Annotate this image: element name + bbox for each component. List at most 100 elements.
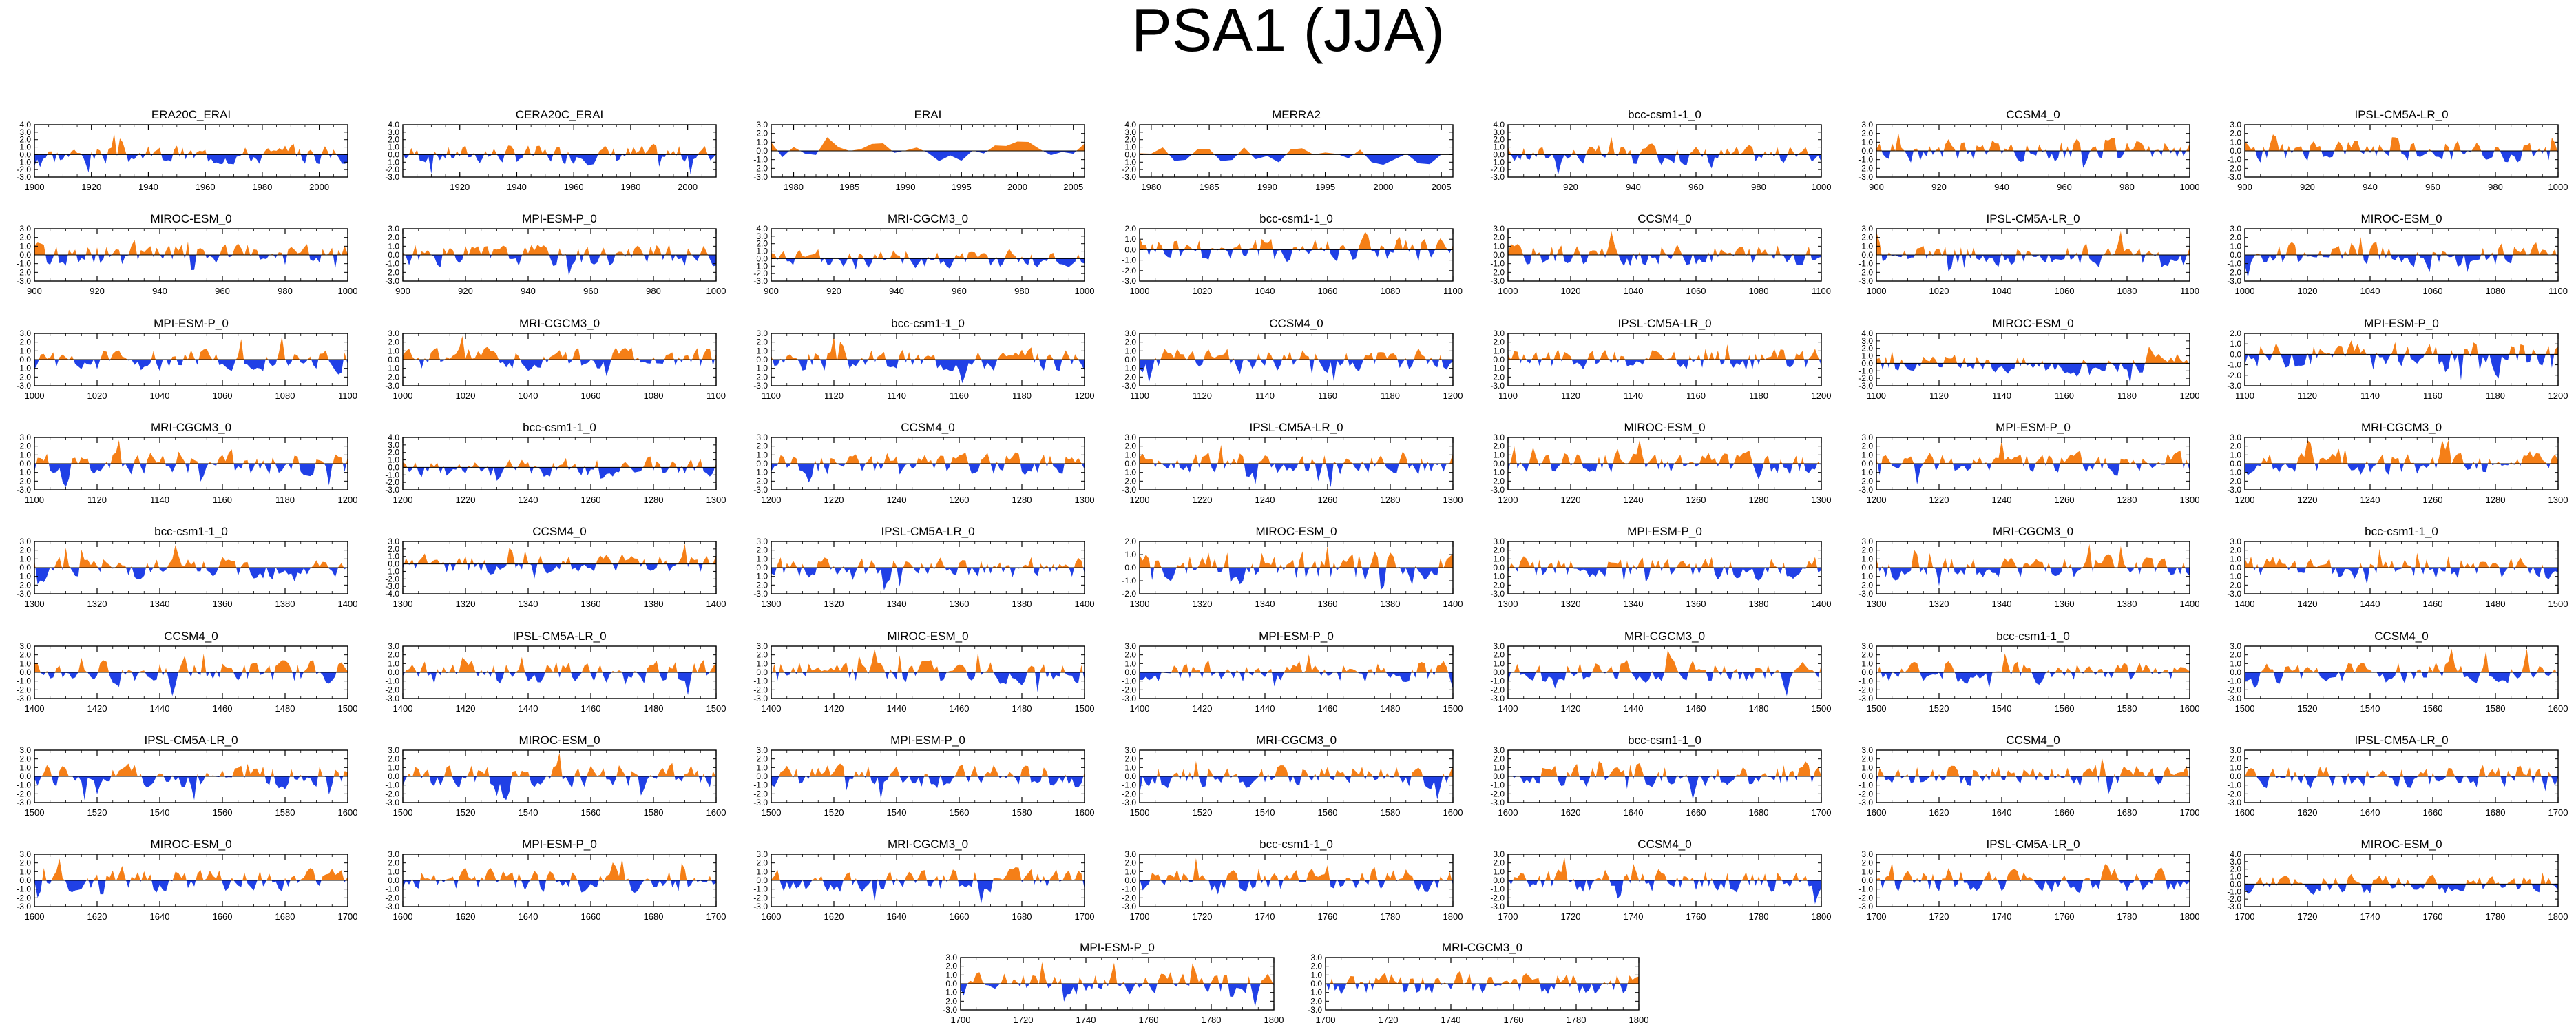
- x-tick-label: 1990: [1257, 182, 1277, 192]
- x-tick-label: 1300: [1075, 495, 1095, 505]
- x-tick-label: 1700: [1130, 911, 1150, 922]
- y-tick-label: 3.0: [19, 537, 31, 546]
- x-tick-label: 1100: [1867, 391, 1886, 401]
- x-tick-label: 1400: [1443, 599, 1463, 609]
- positive-area: [1510, 440, 1820, 464]
- y-tick-label: 2.0: [1861, 442, 1873, 451]
- x-tick-label: 1620: [456, 911, 476, 922]
- y-tick-label: -2.0: [1858, 893, 1873, 902]
- y-tick-label: -2.0: [753, 163, 768, 173]
- x-tick-label: 1520: [456, 807, 476, 818]
- x-tick-label: 1420: [1193, 703, 1213, 714]
- y-tick-label: 0.0: [1124, 245, 1136, 254]
- y-tick-label: -3.0: [1858, 485, 1873, 495]
- y-tick-label: -3.0: [753, 798, 768, 807]
- negative-area: [1508, 568, 1821, 583]
- x-tick-label: 1300: [1498, 599, 1518, 609]
- y-tick-label: 0.0: [1124, 668, 1136, 677]
- x-tick-label: 1660: [2423, 807, 2443, 818]
- y-tick-label: 2.0: [1124, 224, 1136, 234]
- y-tick-label: 1.0: [2230, 339, 2241, 349]
- y-tick-label: -2.0: [753, 269, 768, 278]
- negative-area: [777, 151, 1077, 161]
- negative-area: [34, 154, 348, 173]
- x-tick-label: 1700: [338, 911, 358, 922]
- y-tick-label: 0.0: [1124, 149, 1136, 159]
- y-tick-label: -1.0: [385, 470, 399, 479]
- y-tick-label: 0.0: [1861, 459, 1873, 468]
- x-tick-label: 1560: [950, 807, 970, 818]
- panel-13: IPSL-CM5A-LR_03.02.01.00.0-1.0-2.0-3.010…: [1858, 212, 2199, 296]
- y-tick-label: 2.0: [1861, 754, 1873, 764]
- x-tick-label: 1400: [706, 599, 726, 609]
- x-tick-label: 1040: [1992, 286, 2012, 296]
- x-tick-label: 1380: [644, 599, 664, 609]
- x-tick-label: 1500: [706, 703, 726, 714]
- y-tick-label: 3.0: [2230, 641, 2241, 651]
- y-tick-label: -2.0: [385, 685, 399, 694]
- y-tick-label: 3.0: [1861, 120, 1873, 130]
- y-tick-label: 2.0: [1124, 338, 1136, 347]
- negative-area: [1876, 776, 2190, 795]
- y-tick-label: 3.0: [388, 224, 399, 234]
- x-tick-label: 1040: [519, 391, 538, 401]
- x-tick-label: 1300: [2180, 495, 2200, 505]
- x-tick-label: 1780: [2117, 911, 2137, 922]
- y-tick-label: 3.0: [2230, 433, 2241, 442]
- x-tick-label: 1980: [252, 182, 272, 192]
- x-tick-label: 1220: [2298, 495, 2318, 505]
- y-tick-label: 4.0: [1493, 120, 1505, 130]
- y-tick-label: 0.0: [388, 355, 399, 364]
- panel-title: MRI-CGCM3_0: [888, 212, 968, 225]
- positive-area: [403, 335, 716, 360]
- y-tick-label: 3.0: [388, 329, 399, 338]
- y-tick-label: -1.0: [1490, 259, 1505, 269]
- y-tick-label: 2.0: [1493, 754, 1505, 764]
- y-tick-label: 3.0: [1493, 329, 1505, 338]
- y-tick-label: -1.0: [17, 780, 31, 790]
- y-tick-label: 3.0: [756, 537, 768, 546]
- x-tick-label: 1680: [1749, 807, 1769, 818]
- panel-title: MPI-ESM-P_0: [1080, 941, 1155, 954]
- y-tick-label: 2.0: [1493, 135, 1505, 145]
- y-tick-label: 3.0: [2230, 120, 2241, 130]
- y-tick-label: -2.0: [753, 789, 768, 798]
- y-tick-label: -1.0: [1490, 572, 1505, 581]
- x-tick-label: 1000: [1812, 182, 1832, 192]
- y-tick-label: -2.0: [1122, 685, 1136, 694]
- y-tick-label: 1.0: [388, 455, 399, 465]
- y-tick-label: -1.0: [17, 364, 31, 373]
- y-tick-label: -2.0: [1490, 893, 1505, 902]
- y-tick-label: 2.0: [19, 135, 31, 145]
- y-tick-label: 1.0: [1124, 234, 1136, 244]
- positive-area: [407, 752, 716, 776]
- y-tick-label: 2.0: [388, 448, 399, 457]
- positive-area: [47, 133, 337, 155]
- plot-frame: [2244, 854, 2559, 907]
- y-tick-label: 3.0: [1861, 224, 1873, 234]
- y-tick-label: -2.0: [1858, 685, 1873, 694]
- y-tick-label: -1.0: [2227, 468, 2241, 477]
- x-tick-label: 1620: [87, 911, 107, 922]
- x-tick-label: 1620: [2298, 807, 2318, 818]
- x-tick-label: 1320: [824, 599, 844, 609]
- x-tick-label: 1440: [150, 703, 170, 714]
- y-tick-label: -1.0: [17, 468, 31, 477]
- y-tick-label: 2.0: [1861, 233, 1873, 242]
- y-tick-label: 1.0: [1493, 450, 1505, 459]
- y-tick-label: -1.0: [2227, 887, 2241, 896]
- y-tick-label: 2.0: [388, 650, 399, 660]
- y-tick-label: -1.0: [2227, 572, 2241, 581]
- x-tick-label: 1000: [1867, 286, 1887, 296]
- y-tick-label: 3.0: [388, 440, 399, 450]
- x-tick-label: 1400: [2180, 599, 2200, 609]
- x-tick-label: 1540: [1992, 703, 2012, 714]
- x-tick-label: 1200: [762, 495, 782, 505]
- y-tick-label: -1.0: [1122, 780, 1136, 790]
- negative-area: [2245, 255, 2558, 278]
- y-tick-label: -1.0: [753, 572, 768, 581]
